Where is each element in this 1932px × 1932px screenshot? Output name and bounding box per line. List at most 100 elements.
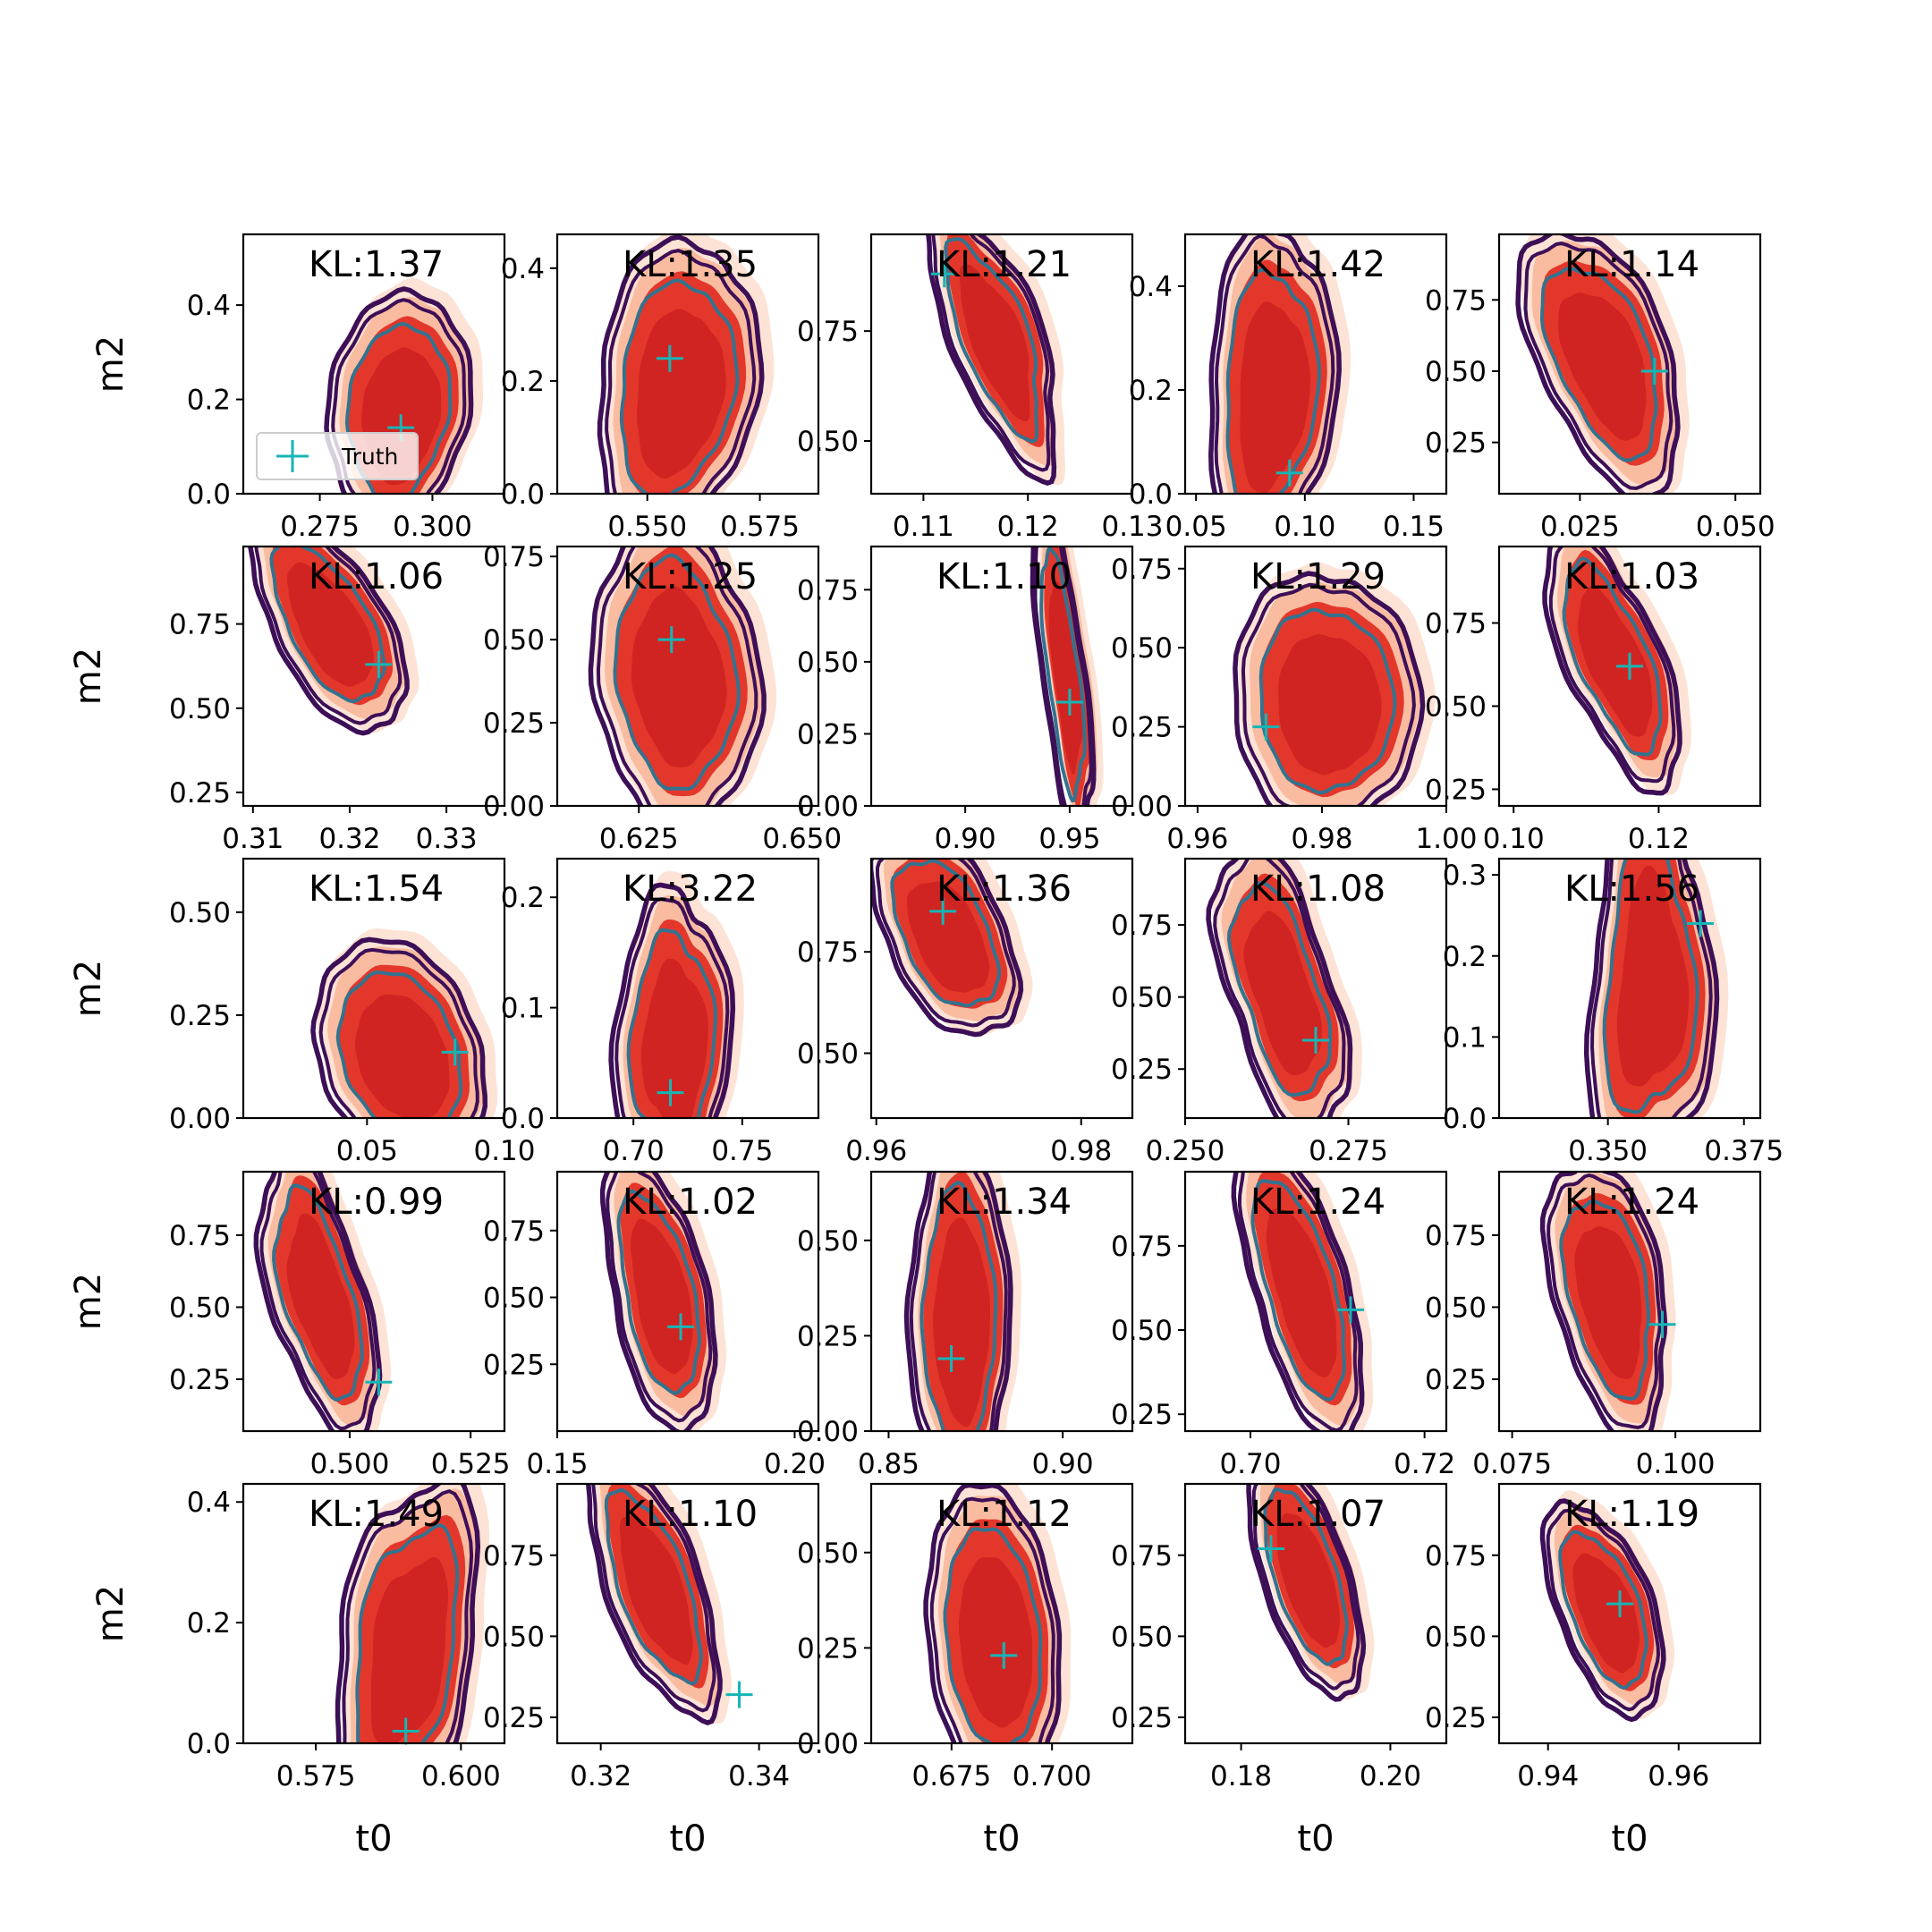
axes-frame	[242, 233, 506, 496]
x-tick-label: 0.250	[1146, 1135, 1225, 1167]
x-tick-label: 0.575	[720, 511, 800, 543]
kl-label: KL:1.06	[309, 556, 444, 597]
y-tick-label: 0.75	[483, 1540, 545, 1572]
axes-frame	[1497, 1482, 1762, 1745]
y-axis-label: m2	[68, 1273, 109, 1330]
contour-outer	[248, 547, 410, 736]
density-fill-level-4	[619, 1515, 693, 1665]
y-tick-label: 0.50	[797, 1225, 859, 1258]
contour-inner	[613, 553, 741, 792]
contour-middle	[931, 234, 1051, 472]
y-tick-label: 0.00	[1111, 791, 1173, 823]
subplot-11: 0.05 0.10 0.00 0.25 0.50 KL:1.54 m2	[68, 857, 536, 1167]
contour-inner	[1558, 1530, 1648, 1690]
truth-marker	[1616, 652, 1643, 680]
y-tick-label: 0.2	[1443, 941, 1487, 973]
kl-label: KL:1.10	[623, 1494, 758, 1535]
kl-label: KL:1.24	[1250, 1182, 1385, 1223]
subplot-14: 0.250 0.275 0.25 0.50 0.75 KL:1.08	[1111, 857, 1448, 1167]
x-tick-label: 0.525	[431, 1448, 511, 1480]
x-tick-label: 0.375	[1704, 1135, 1784, 1167]
density-region	[1030, 547, 1104, 806]
x-tick-label: 0.70	[603, 1135, 665, 1167]
y-tick-label: 0.1	[501, 993, 545, 1025]
density-fill-level-4	[1240, 301, 1311, 494]
y-tick-label: 0.3	[1443, 860, 1487, 892]
density-region	[608, 870, 744, 1118]
contour-outer	[1233, 571, 1426, 806]
y-tick-label: 0.75	[1111, 554, 1173, 586]
x-tick-label: 0.98	[1291, 823, 1352, 855]
y-tick-label: 0.50	[797, 1038, 859, 1071]
subplot-20: 0.075 0.100 0.25 0.50 0.75 KL:1.24	[1425, 1170, 1762, 1480]
density-region	[1246, 1484, 1375, 1702]
density-region	[1231, 1172, 1374, 1431]
x-tick-label: 0.31	[222, 823, 284, 855]
contour-middle	[596, 547, 758, 806]
x-tick-label: 0.10	[473, 1135, 535, 1167]
x-tick-label: 0.05	[1165, 511, 1227, 543]
density-region	[310, 928, 498, 1118]
x-tick-label: 0.700	[1013, 1760, 1092, 1792]
x-tick-label: 0.98	[1050, 1135, 1112, 1167]
density-fill-level-4	[958, 1557, 1033, 1728]
y-tick-label: 0.00	[797, 1728, 859, 1760]
kl-label: KL:1.49	[309, 1494, 444, 1535]
x-tick-label: 0.96	[1166, 823, 1228, 855]
contour-inner	[1559, 1199, 1651, 1402]
truth-marker	[656, 344, 683, 372]
truth-marker	[1302, 1027, 1329, 1054]
truth-marker	[657, 626, 685, 654]
x-tick-label: 0.95	[1038, 823, 1100, 855]
contour-outer	[903, 1172, 1013, 1431]
subplot-15: 0.350 0.375 0.0 0.1 0.2 0.3 KL:1.56	[1443, 857, 1784, 1167]
contour-inner	[890, 859, 1002, 1008]
kl-label: KL:1.42	[1250, 244, 1385, 285]
y-tick-label: 0.4	[501, 253, 545, 285]
y-tick-label: 0.25	[1111, 1054, 1173, 1086]
y-tick-label: 0.50	[483, 624, 545, 657]
density-fill-level-4	[1243, 911, 1322, 1076]
contour-middle	[929, 1496, 1055, 1743]
contour-middle	[1241, 582, 1416, 806]
truth-marker	[929, 897, 957, 925]
y-tick-label: 0.50	[1425, 1292, 1487, 1324]
density-region	[585, 1484, 732, 1726]
subplot-10: 0.10 0.12 0.25 0.50 0.75 KL:1.03	[1425, 545, 1762, 855]
x-tick-label: 0.550	[607, 511, 687, 543]
density-fill-level-4	[1574, 1225, 1642, 1379]
contour-inner	[943, 1527, 1043, 1743]
axes-frame	[555, 545, 820, 808]
kl-label: KL:1.19	[1564, 1494, 1699, 1535]
y-tick-label: 0.2	[501, 366, 545, 398]
y-tick-label: 0.25	[169, 1000, 231, 1032]
contour-inner	[1039, 547, 1087, 803]
x-tick-label: 0.20	[764, 1448, 826, 1480]
density-fill-level-4	[286, 562, 375, 687]
x-axis-label: t0	[1297, 1818, 1334, 1860]
axes-frame	[1183, 233, 1448, 496]
contour-outer	[599, 1172, 718, 1431]
y-tick-label: 0.2	[501, 882, 545, 914]
subplot-13: 0.96 0.98 0.50 0.75 KL:1.36	[797, 857, 1134, 1167]
y-tick-label: 0.50	[169, 1292, 231, 1324]
axes-frame	[555, 1482, 820, 1745]
contour-outer	[923, 1484, 1063, 1743]
y-axis-label: m2	[68, 960, 109, 1017]
y-tick-label: 0.75	[1111, 1540, 1173, 1572]
x-tick-label: 0.275	[280, 511, 360, 543]
x-tick-label: 0.75	[711, 1135, 773, 1167]
contour-outer	[597, 234, 765, 494]
contour-inner	[1602, 859, 1699, 1114]
kl-label: KL:1.10	[936, 556, 1072, 597]
density-fill-level-4	[1048, 580, 1083, 775]
y-tick-label: 0.50	[797, 426, 859, 458]
contour-middle	[259, 1172, 377, 1431]
truth-marker	[667, 1313, 695, 1341]
truth-marker	[937, 1344, 965, 1372]
legend-truth-icon	[276, 440, 309, 472]
contour-outer	[253, 1172, 383, 1431]
contour-middle	[1548, 547, 1676, 784]
contour-outer	[1539, 1498, 1666, 1723]
x-tick-label: 0.300	[393, 511, 472, 543]
